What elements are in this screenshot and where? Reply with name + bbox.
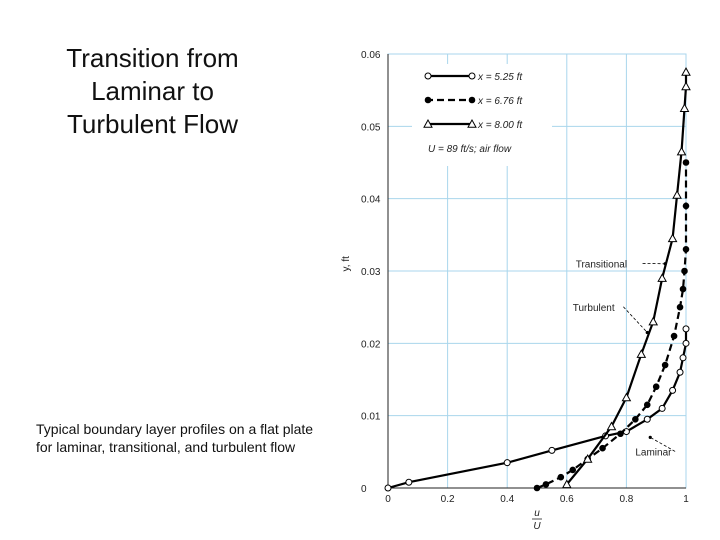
data-point xyxy=(657,273,668,282)
legend-label: x = 6.76 ft xyxy=(477,96,523,107)
data-point xyxy=(672,190,682,199)
data-point xyxy=(632,415,639,423)
y-tick-label: 0.04 xyxy=(361,195,381,206)
data-point xyxy=(503,459,511,467)
data-point xyxy=(682,246,690,253)
data-point xyxy=(667,233,678,243)
annotation-leader xyxy=(623,306,648,333)
data-point xyxy=(542,481,550,488)
figure-caption: Typical boundary layer profiles on a fla… xyxy=(36,421,314,455)
data-point xyxy=(682,159,690,166)
annotation-label: Turbulent xyxy=(573,303,615,314)
data-point xyxy=(548,446,556,454)
legend-marker xyxy=(468,96,476,104)
y-tick-label: 0.01 xyxy=(361,412,381,423)
data-point xyxy=(648,316,659,326)
data-point xyxy=(676,146,687,156)
series-3 xyxy=(561,67,691,489)
data-point xyxy=(682,202,690,210)
data-point xyxy=(617,430,624,438)
x-tick-label: 0.6 xyxy=(560,494,574,505)
data-point xyxy=(557,473,565,481)
data-point xyxy=(384,484,392,492)
legend-marker xyxy=(423,118,433,128)
data-point xyxy=(569,466,577,474)
data-point xyxy=(679,103,690,112)
legend-label: x = 5.25 ft xyxy=(477,72,523,83)
legend-marker xyxy=(468,72,476,80)
data-point xyxy=(681,67,691,76)
annotation-label: Laminar xyxy=(635,447,672,458)
legend: x = 5.25 ft x = 6.76 ft x = 8.00 ft U = 89 … xyxy=(412,64,552,166)
legend-box xyxy=(412,64,552,166)
x-axis-label-numerator: u xyxy=(534,508,540,519)
data-point xyxy=(676,303,684,311)
y-tick-label: 0.03 xyxy=(361,267,381,278)
data-point xyxy=(676,368,684,376)
data-point xyxy=(681,267,688,275)
data-point xyxy=(658,404,666,412)
data-point xyxy=(652,383,660,391)
legend-marker xyxy=(467,118,477,128)
x-tick-label: 0.4 xyxy=(500,494,514,505)
data-point xyxy=(621,392,632,402)
data-point xyxy=(681,81,691,91)
y-tick-label: 0 xyxy=(361,484,367,495)
x-tick-label: 0 xyxy=(385,494,391,505)
legend-label: x = 8.00 ft xyxy=(477,120,523,131)
x-tick-label: 0.2 xyxy=(441,494,455,505)
data-point xyxy=(599,444,606,452)
y-tick-label: 0.05 xyxy=(361,122,381,133)
y-tick-label: 0.06 xyxy=(361,50,381,61)
data-point xyxy=(405,478,413,486)
series-line xyxy=(536,162,688,490)
data-point xyxy=(670,332,678,340)
data-point xyxy=(636,349,647,358)
data-point xyxy=(582,454,593,463)
data-point xyxy=(669,386,677,394)
x-axis-label-denominator: U xyxy=(533,521,541,532)
slide-title: Transition from Laminar to Turbulent Flo… xyxy=(66,43,239,139)
x-tick-label: 0.8 xyxy=(619,494,633,505)
data-point xyxy=(643,401,651,409)
y-tick-label: 0.02 xyxy=(361,339,381,350)
y-axis-label: y, ft xyxy=(341,256,352,272)
data-point xyxy=(679,285,687,293)
annotation-label: Transitional xyxy=(576,259,627,270)
annotation-arrowhead xyxy=(663,262,667,266)
annotation-arrowhead xyxy=(645,330,649,335)
annotation-arrowhead xyxy=(648,435,652,439)
legend-marker xyxy=(424,96,432,104)
data-point xyxy=(682,339,690,347)
data-point xyxy=(643,415,651,423)
x-tick-label: 1 xyxy=(683,494,689,505)
data-point xyxy=(682,325,690,333)
data-point xyxy=(561,479,572,489)
data-point xyxy=(661,361,669,369)
legend-note: U = 89 ft/s; air flow xyxy=(428,144,512,155)
legend-marker xyxy=(424,72,432,80)
data-point xyxy=(679,354,687,362)
series-2 xyxy=(533,159,690,492)
data-point xyxy=(533,484,541,492)
data-point xyxy=(606,421,617,431)
